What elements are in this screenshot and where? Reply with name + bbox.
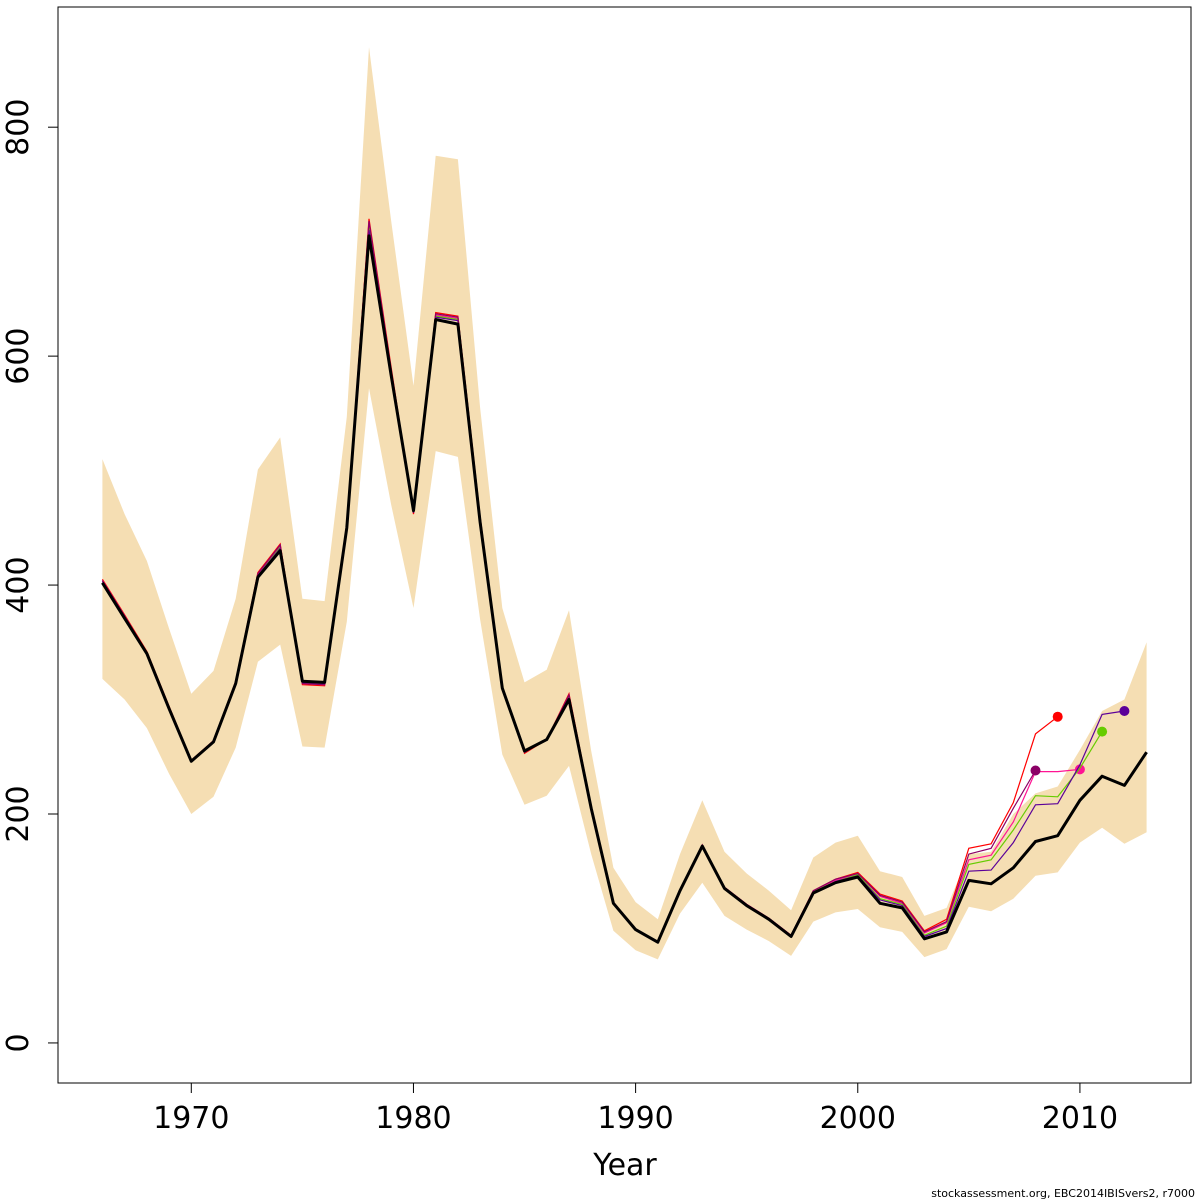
x-tick-label: 1990 [597,1101,673,1136]
main-series-line [101,234,1148,944]
credit-text: stockassessment.org, EBC2014IBISvers2, r… [931,1187,1195,1200]
y-tick-label: 800 [1,99,36,156]
y-tick-label: 600 [1,327,36,384]
y-tick-label: 400 [1,556,36,613]
retro-peel-endpoint-2011 [1097,726,1108,737]
plot-frame [57,6,1192,1084]
x-tick-label: 1970 [153,1101,229,1136]
x-axis-title: Year [592,1148,657,1183]
retro-peel-line-2008 [101,221,1037,944]
confidence-band-layer [102,47,1147,960]
x-tick-label: 2010 [1042,1101,1118,1136]
x-axis: 1970 1980 1990 2000 2010 [153,1083,1118,1136]
y-tick-label: 0 [1,1033,36,1052]
x-tick-label: 1980 [375,1101,451,1136]
retro-peel-endpoint-2009 [1052,711,1063,722]
x-tick-label: 2000 [820,1101,896,1136]
y-tick-label: 200 [1,785,36,842]
y-axis: 0 200 400 600 800 [1,99,58,1052]
retro-peel-endpoint-2012 [1119,706,1130,716]
main-series-layer [101,234,1148,944]
retro-peel-endpoint-2008 [1030,765,1041,776]
confidence-band [102,47,1147,960]
